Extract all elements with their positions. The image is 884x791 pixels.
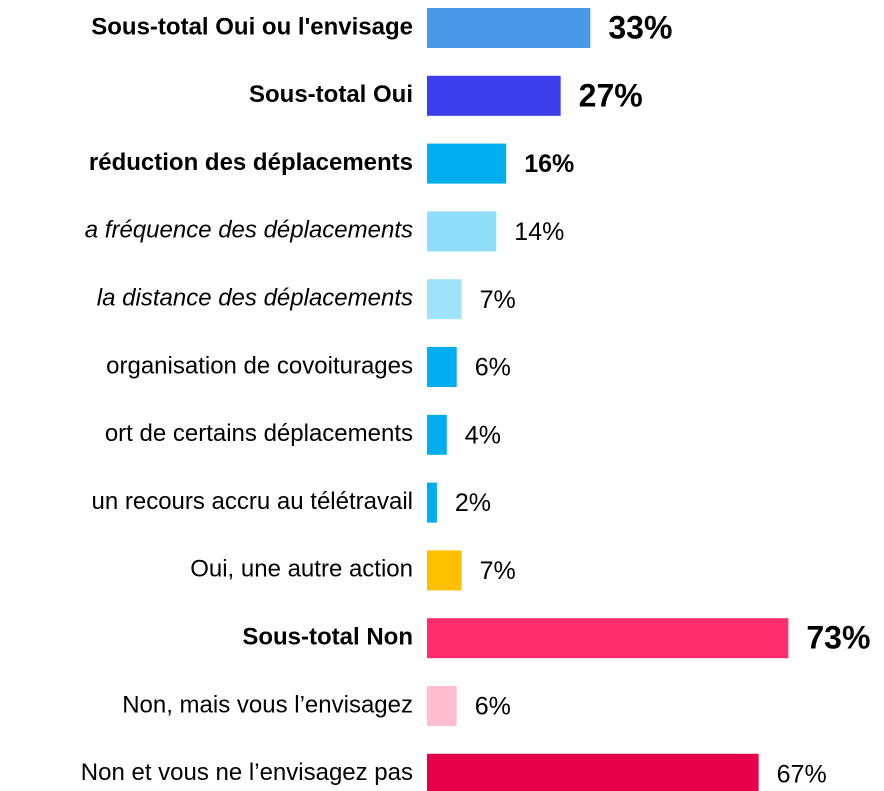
category-label: Non, mais vous l’envisagez [122,691,413,718]
category-label: Sous-total Oui [249,81,413,108]
category-label: la distance des déplacements [97,285,413,312]
bar [427,550,462,591]
category-label: organisation de covoiturages [106,352,413,379]
category-label: Sous-total Non [242,624,413,651]
bar [427,75,561,116]
bar [427,618,789,659]
category-label: Oui, une autre action [190,556,413,583]
bar [427,211,497,252]
bar [427,8,591,48]
value-label: 73% [806,620,870,656]
value-label: 16% [524,150,574,178]
bar [427,347,457,387]
bar [427,143,507,184]
bar [427,279,462,320]
category-label: ort de certains déplacements [105,420,413,447]
value-label: 67% [777,760,827,788]
value-label: 4% [465,421,501,449]
category-label: Non et vous ne l’envisagez pas [81,759,413,786]
value-label: 33% [608,9,672,45]
value-label: 7% [480,557,516,585]
category-label: réduction des déplacements [89,149,413,176]
value-label: 14% [514,218,564,246]
bar [427,686,457,726]
bar [427,482,437,523]
value-label: 27% [579,77,643,113]
value-label: 6% [475,693,511,721]
value-label: 7% [480,286,516,314]
category-label: a fréquence des déplacements [85,217,413,244]
bar [427,414,447,455]
category-label: un recours accru au télétravail [92,488,414,515]
value-label: 6% [475,354,511,382]
value-label: 2% [455,489,491,517]
bar [427,753,759,791]
category-label: Sous-total Oui ou l'envisage [91,13,413,40]
